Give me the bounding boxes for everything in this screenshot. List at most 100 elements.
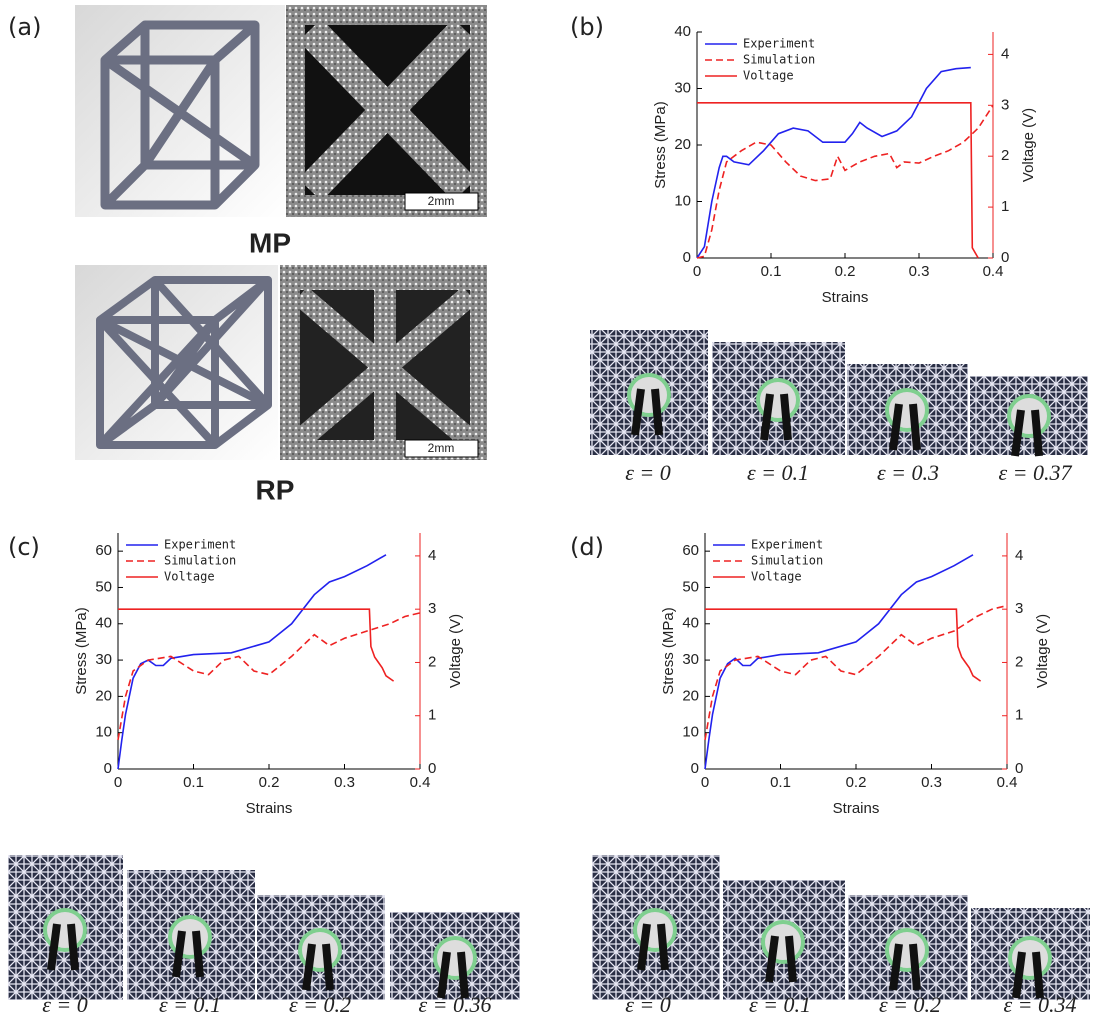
x-tick-label: 0.2: [835, 263, 856, 280]
strain-label: ε = 0.1: [749, 992, 811, 1017]
cube-rp: [96, 276, 272, 449]
y-tick-label: 10: [682, 724, 699, 741]
probe: [765, 935, 797, 983]
series-line: [117, 612, 421, 741]
x-tick-label: 0.1: [183, 774, 204, 791]
scale-bar: [404, 439, 479, 458]
y-axis-title: Stress (MPa): [652, 101, 669, 189]
y2-tick-label: 0: [1015, 760, 1023, 777]
y-tick-label: 40: [674, 23, 691, 40]
y-tick-label: 10: [95, 724, 112, 741]
y2-tick-label: 0: [428, 760, 436, 777]
x-tick-label: 0.2: [259, 774, 280, 791]
strain-label: ε = 0.1: [747, 460, 809, 485]
panel-label: (a): [8, 13, 41, 41]
panel-label: (c): [8, 533, 40, 561]
series-line: [705, 608, 982, 682]
probe: [889, 943, 921, 991]
y-tick-label: 0: [683, 249, 691, 266]
scale-bar: [404, 192, 479, 211]
legend-label: Simulation: [751, 554, 823, 568]
x-axis-title: Strains: [833, 800, 880, 817]
probe: [1012, 951, 1044, 999]
x-tick-label: 0: [701, 774, 709, 791]
x-tick-label: 0: [693, 263, 701, 280]
scale-bar-label: 2mm: [428, 194, 455, 208]
structure-label: RP: [256, 474, 295, 505]
structure-label: MP: [249, 227, 291, 258]
y-tick-label: 20: [682, 687, 699, 704]
y2-tick-label: 4: [1001, 45, 1009, 62]
y2-axis-title: Voltage (V): [447, 614, 464, 688]
y-tick-label: 50: [95, 578, 112, 595]
x-tick-label: 0.1: [770, 774, 791, 791]
y2-tick-label: 3: [428, 600, 436, 617]
legend-label: Simulation: [164, 554, 236, 568]
probe: [302, 943, 334, 991]
x-tick-label: 0.4: [983, 263, 1004, 280]
series-line: [118, 608, 395, 682]
y-tick-label: 0: [104, 760, 112, 777]
strain-label: ε = 0: [625, 992, 671, 1017]
photo-rp-struts: [292, 286, 478, 449]
probe: [889, 403, 921, 451]
legend-label: Experiment: [743, 37, 815, 51]
legend-label: Voltage: [751, 570, 802, 584]
probe: [172, 930, 204, 978]
probe: [631, 388, 663, 436]
legend-label: Simulation: [743, 53, 815, 67]
scale-bar-label: 2mm: [428, 441, 455, 455]
strain-label: ε = 0.37: [998, 460, 1072, 485]
strain-label: ε = 0: [42, 992, 88, 1017]
strain-label: ε = 0.2: [879, 992, 941, 1017]
probe: [47, 923, 79, 971]
y2-tick-label: 1: [1015, 707, 1023, 724]
y2-tick-label: 3: [1001, 96, 1009, 113]
y2-tick-label: 1: [428, 707, 436, 724]
probe: [1011, 409, 1043, 457]
y-axis-title: Stress (MPa): [660, 607, 677, 695]
y2-tick-label: 4: [1015, 547, 1023, 564]
series-line: [696, 66, 971, 259]
series-line: [117, 554, 387, 770]
y2-tick-label: 3: [1015, 600, 1023, 617]
y2-tick-label: 2: [1001, 147, 1009, 164]
y-tick-label: 30: [95, 651, 112, 668]
photo-mp-struts: [298, 18, 477, 202]
x-tick-label: 0.4: [997, 774, 1018, 791]
panel-label: (b): [570, 13, 604, 41]
strain-label: ε = 0.2: [289, 992, 351, 1017]
y-tick-label: 60: [95, 542, 112, 559]
series-line: [704, 604, 1008, 741]
y2-axis-title: Voltage (V): [1034, 614, 1051, 688]
probe: [637, 923, 669, 971]
y2-tick-label: 2: [428, 653, 436, 670]
strain-label: ε = 0.3: [877, 460, 939, 485]
y-tick-label: 0: [691, 760, 699, 777]
y-tick-label: 10: [674, 192, 691, 209]
x-tick-label: 0.2: [846, 774, 867, 791]
y2-tick-label: 4: [428, 547, 436, 564]
legend-label: Voltage: [164, 570, 215, 584]
y-tick-label: 20: [95, 687, 112, 704]
y-tick-label: 40: [682, 615, 699, 632]
strain-label: ε = 0.1: [159, 992, 221, 1017]
x-tick-label: 0: [114, 774, 122, 791]
panel-a: (a) 2mm MP 2mm RP: [8, 5, 487, 505]
y2-tick-label: 1: [1001, 198, 1009, 215]
cube-mp: [100, 20, 260, 210]
y-tick-label: 20: [674, 136, 691, 153]
strain-label: ε = 0: [625, 460, 671, 485]
x-tick-label: 0.3: [909, 263, 930, 280]
y-tick-label: 40: [95, 615, 112, 632]
x-tick-label: 0.1: [761, 263, 782, 280]
y-tick-label: 30: [674, 79, 691, 96]
y2-axis-title: Voltage (V): [1020, 108, 1037, 182]
y2-tick-label: 2: [1015, 653, 1023, 670]
x-tick-label: 0.3: [334, 774, 355, 791]
x-tick-label: 0.4: [410, 774, 431, 791]
y-tick-label: 30: [682, 651, 699, 668]
legend-label: Experiment: [751, 538, 823, 552]
series-line: [704, 554, 974, 770]
